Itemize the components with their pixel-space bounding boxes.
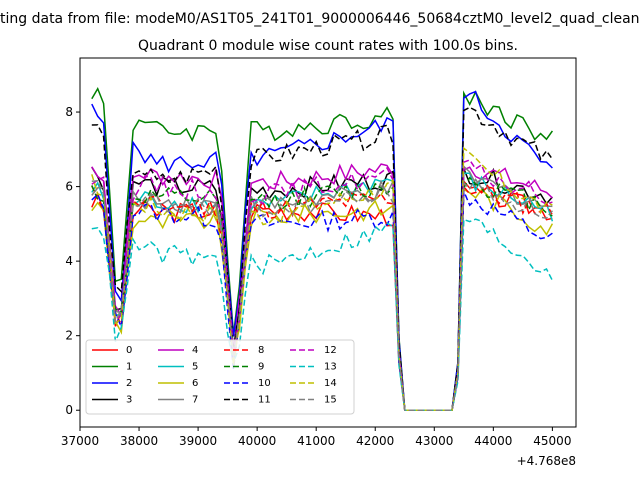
series-line-13 (91, 218, 554, 411)
y-tick-label: 0 (65, 403, 73, 417)
legend-label-8: 8 (258, 345, 264, 356)
series-line-11 (91, 106, 554, 411)
series-line-9 (91, 176, 553, 411)
legend-label-14: 14 (324, 378, 337, 389)
x-tick-label: 40000 (238, 434, 276, 448)
legend-label-5: 5 (192, 362, 198, 373)
legend-box (85, 339, 355, 415)
x-tick-label: 43000 (415, 434, 453, 448)
y-tick-label: 4 (65, 254, 73, 268)
legend-label-9: 9 (258, 362, 264, 373)
legend-label-0: 0 (126, 345, 132, 356)
x-tick-label: 42000 (356, 434, 394, 448)
y-tick-label: 2 (65, 329, 73, 343)
x-tick-label: 37000 (61, 434, 99, 448)
series-line-10 (91, 190, 553, 411)
series-line-4 (91, 163, 553, 411)
legend-label-4: 4 (192, 345, 198, 356)
series-line-2 (91, 90, 553, 411)
y-axis: 0 2 4 6 8 (65, 105, 80, 417)
x-tick-label: 38000 (120, 434, 158, 448)
series-layer (91, 86, 554, 411)
x-tick-label: 45000 (533, 434, 571, 448)
legend-label-10: 10 (258, 378, 271, 389)
legend-label-12: 12 (324, 345, 337, 356)
x-tick-label: 39000 (179, 434, 217, 448)
legend-label-13: 13 (324, 362, 337, 373)
legend-label-7: 7 (192, 395, 198, 406)
x-tick-label: 41000 (297, 434, 335, 448)
legend-label-3: 3 (126, 395, 132, 406)
x-offset-label: +4.768e8 (517, 454, 576, 468)
series-line-12 (91, 159, 553, 411)
chart-suptitle: Plotting data from file: modeM0/AS1T05_2… (0, 11, 640, 27)
legend-label-15: 15 (324, 395, 337, 406)
x-tick-label: 44000 (474, 434, 512, 448)
legend-label-2: 2 (126, 378, 132, 389)
chart-title: Quadrant 0 module wise count rates with … (138, 38, 518, 54)
y-tick-label: 8 (65, 105, 73, 119)
legend-label-1: 1 (126, 362, 132, 373)
legend-label-11: 11 (258, 395, 271, 406)
legend-label-6: 6 (192, 378, 198, 389)
series-line-15 (91, 178, 553, 411)
y-tick-label: 6 (65, 180, 73, 194)
axes-frame (79, 57, 577, 428)
x-axis: 37000 38000 39000 40000 41000 42000 43000 44000… (61, 427, 571, 448)
